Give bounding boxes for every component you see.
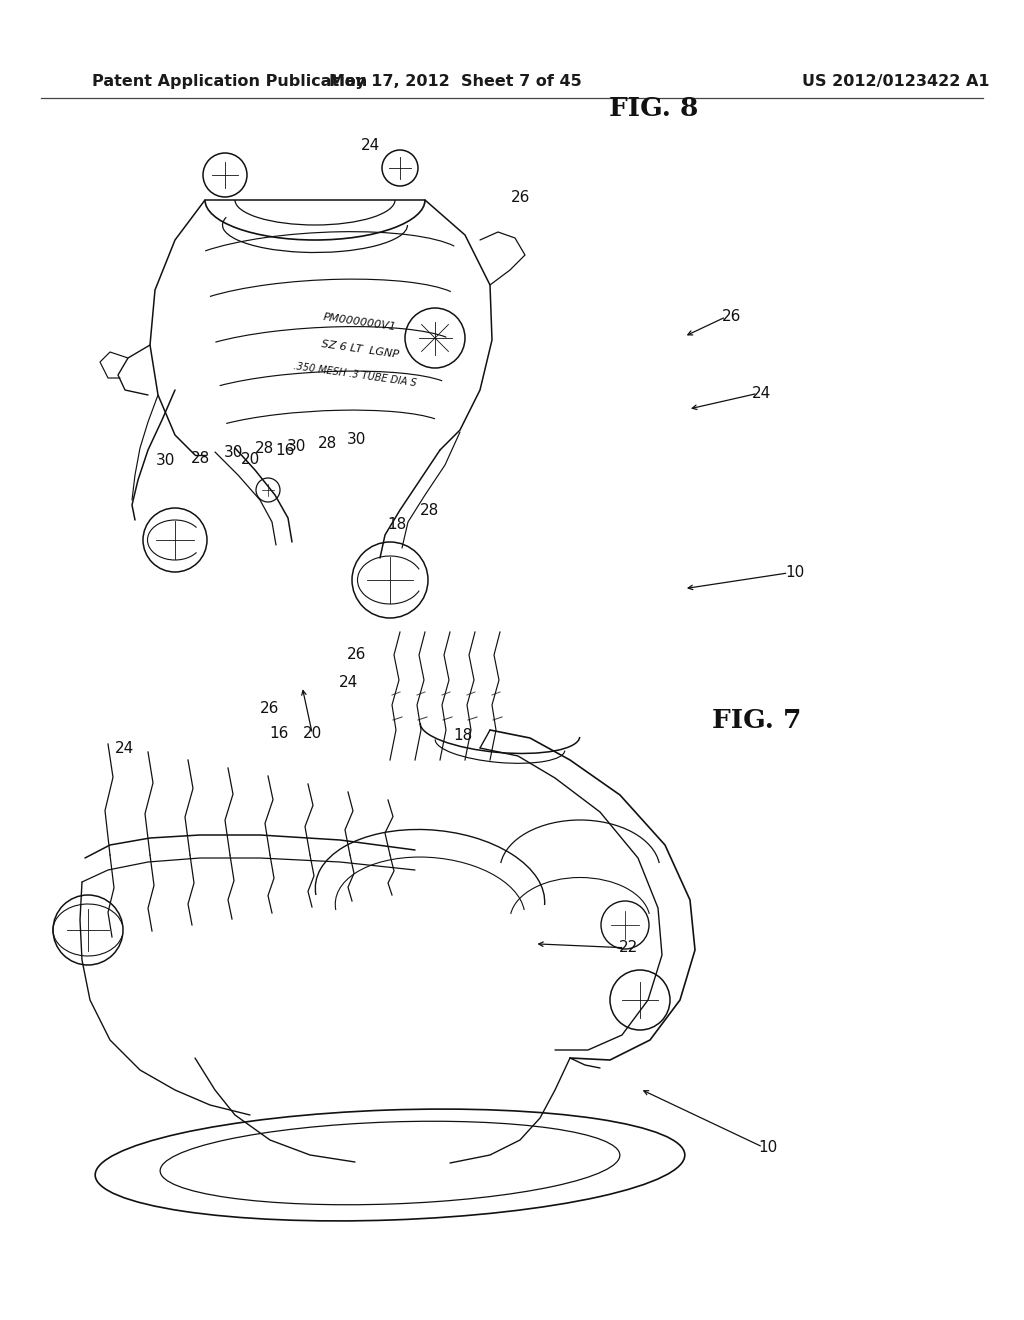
Text: FIG. 7: FIG. 7 (712, 709, 801, 733)
Text: .350 MESH .3 TUBE DIA S: .350 MESH .3 TUBE DIA S (293, 360, 417, 388)
Text: 18: 18 (388, 516, 407, 532)
Text: 24: 24 (116, 741, 134, 756)
Text: 18: 18 (454, 727, 472, 743)
Text: SZ 6 LT  LGNP: SZ 6 LT LGNP (321, 339, 399, 360)
Text: 28: 28 (191, 450, 210, 466)
Text: 26: 26 (722, 309, 740, 325)
Text: 26: 26 (347, 647, 366, 663)
Text: 24: 24 (339, 675, 357, 690)
Text: 16: 16 (275, 442, 294, 458)
Text: 10: 10 (785, 565, 804, 581)
Text: Patent Application Publication: Patent Application Publication (92, 74, 368, 90)
Text: FIG. 8: FIG. 8 (609, 96, 698, 120)
Text: 30: 30 (157, 453, 175, 469)
Text: PM000000V1: PM000000V1 (323, 312, 397, 333)
Text: 26: 26 (260, 701, 279, 717)
Text: 22: 22 (620, 940, 638, 956)
Text: 24: 24 (361, 137, 380, 153)
Text: 28: 28 (255, 441, 273, 457)
Text: 10: 10 (759, 1139, 777, 1155)
Text: 20: 20 (242, 451, 260, 467)
Text: 30: 30 (347, 432, 366, 447)
Text: US 2012/0123422 A1: US 2012/0123422 A1 (802, 74, 990, 90)
Text: 30: 30 (224, 445, 243, 461)
Text: 16: 16 (269, 726, 288, 742)
Text: 30: 30 (288, 438, 306, 454)
Text: May 17, 2012  Sheet 7 of 45: May 17, 2012 Sheet 7 of 45 (330, 74, 582, 90)
Text: 26: 26 (511, 190, 529, 206)
Text: 20: 20 (303, 726, 322, 742)
Text: 24: 24 (753, 385, 771, 401)
Text: 28: 28 (420, 503, 438, 519)
Text: 28: 28 (318, 436, 337, 451)
